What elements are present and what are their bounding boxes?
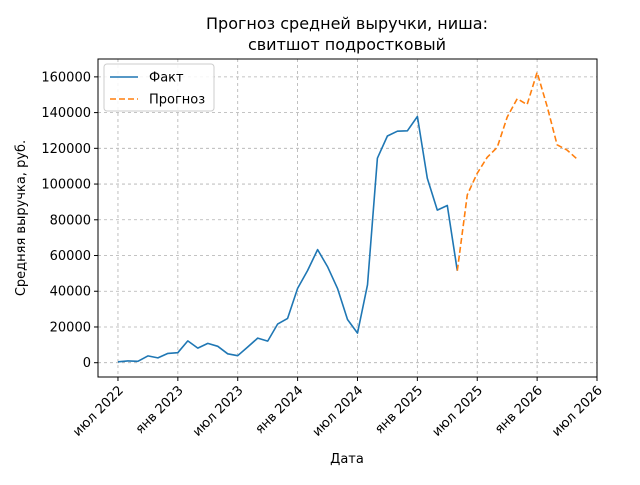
series-lines [117,71,578,363]
chart-title-line-1: Прогноз средней выручки, ниша: [206,14,488,33]
y-tick-label: 100000 [41,178,91,193]
legend-label: Факт [149,71,184,86]
y-tick-label: 20000 [50,320,91,335]
y-tick-label: 0 [83,356,91,371]
chart-title-line-2: свитшот подростковый [248,35,446,54]
legend: Факт Прогноз [103,63,215,112]
plot-frame [97,58,598,378]
legend-label: Прогноз [149,93,205,108]
series-line-1 [456,71,578,271]
y-tick-label: 160000 [41,70,91,85]
x-axis-label: Дата [330,452,364,467]
y-axis-label: Средняя выручка, руб. [14,140,29,296]
y-tick-label: 140000 [41,106,91,121]
y-tick-label: 120000 [41,142,91,157]
y-tick-label: 60000 [50,249,91,264]
series-line-0 [117,115,459,363]
grid [98,59,598,377]
y-tick-label: 40000 [50,285,91,300]
y-tick-label: 80000 [50,213,91,228]
